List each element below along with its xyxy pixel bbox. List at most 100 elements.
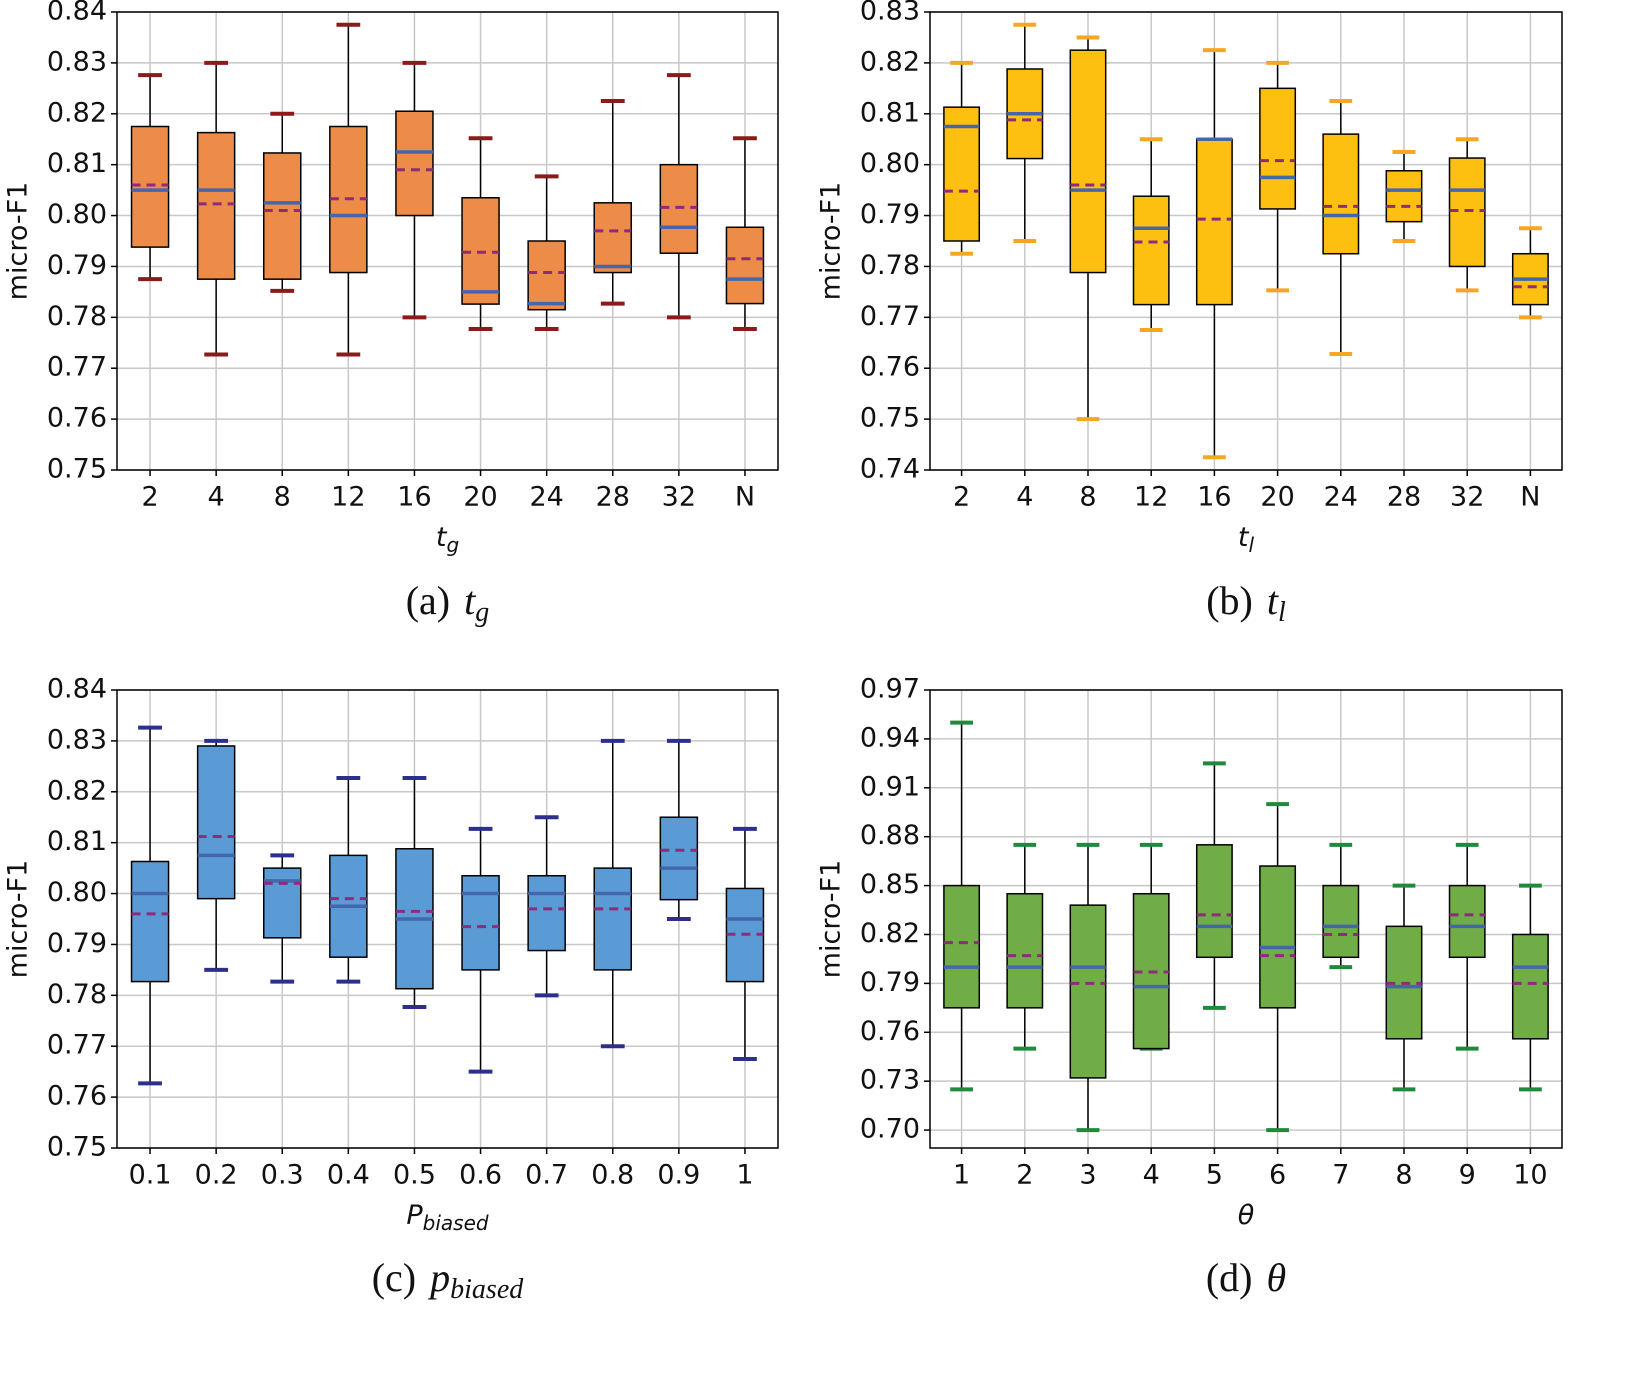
x-axis-label: θ	[1238, 1200, 1255, 1231]
x-axis-label-text: P	[406, 1200, 423, 1231]
x-tick-label: 2	[953, 482, 970, 513]
plot-frame	[929, 689, 1563, 1149]
caption-label: (c)	[372, 1255, 416, 1300]
x-tick-label: 9	[1459, 1160, 1476, 1191]
x-tick-label: 8	[1079, 482, 1096, 513]
x-axis-label: Pbiased	[406, 1200, 489, 1235]
box	[943, 106, 981, 242]
x-tick-label: 6	[1269, 1160, 1286, 1191]
box	[1448, 157, 1486, 268]
x-axis-label-text: t	[1238, 522, 1250, 553]
y-tick-label: 0.73	[860, 1065, 920, 1096]
box	[1511, 933, 1549, 1040]
y-tick-label: 0.76	[47, 1081, 107, 1112]
x-tick-label: 0.7	[525, 1160, 568, 1191]
box	[593, 867, 633, 971]
box	[1448, 884, 1486, 959]
y-tick-label: 0.83	[47, 724, 107, 755]
x-tick-label: 0.8	[591, 1160, 634, 1191]
x-tick-label: 7	[1332, 1160, 1349, 1191]
caption: (d) θ	[1206, 1255, 1286, 1300]
y-tick-label: 0.77	[47, 1030, 107, 1061]
box	[1132, 195, 1170, 306]
x-tick-label: 8	[274, 482, 291, 513]
x-tick-label: 0.1	[129, 1160, 172, 1191]
y-tick-label: 0.74	[860, 454, 920, 485]
x-tick-label: 8	[1395, 1160, 1412, 1191]
plot-frame	[116, 689, 779, 1149]
box	[943, 884, 981, 1009]
x-tick-label: 5	[1206, 1160, 1223, 1191]
x-tick-label: 28	[596, 482, 630, 513]
y-tick-label: 0.70	[860, 1114, 920, 1145]
caption-sub: l	[1278, 597, 1286, 628]
x-tick-label: 16	[397, 482, 431, 513]
y-tick-label: 0.83	[860, 0, 920, 27]
box	[461, 874, 500, 971]
x-tick-label: 24	[1324, 482, 1358, 513]
x-tick-label: 1	[953, 1160, 970, 1191]
y-tick-label: 0.80	[47, 877, 107, 908]
y-tick-label: 0.78	[860, 250, 920, 281]
box	[395, 110, 434, 217]
x-tick-label: 0.3	[261, 1160, 304, 1191]
x-tick-label: 4	[208, 482, 225, 513]
plot-frame	[929, 11, 1563, 471]
y-tick-label: 0.80	[860, 148, 920, 179]
caption-symbol: θ	[1266, 1255, 1286, 1300]
y-tick-label: 0.84	[47, 0, 107, 27]
y-tick-label: 0.88	[860, 820, 920, 851]
y-tick-label: 0.84	[47, 674, 107, 705]
x-tick-label: 12	[331, 482, 365, 513]
x-tick-label: N	[735, 482, 755, 513]
y-tick-label: 0.77	[47, 352, 107, 383]
y-tick-label: 0.75	[47, 454, 107, 485]
y-tick-label: 0.97	[860, 674, 920, 705]
y-tick-label: 0.76	[860, 352, 920, 383]
y-tick-label: 0.77	[860, 301, 920, 332]
x-tick-label: 2	[141, 482, 158, 513]
x-tick-label: 4	[1016, 482, 1033, 513]
x-tick-label: 3	[1079, 1160, 1096, 1191]
box	[1322, 884, 1360, 959]
y-axis-label: micro-F1	[3, 182, 34, 301]
x-tick-label: 32	[1450, 482, 1484, 513]
caption-symbol: t	[1267, 578, 1279, 623]
box	[130, 860, 170, 983]
x-tick-label: 0.9	[657, 1160, 700, 1191]
x-tick-label: 20	[1260, 482, 1294, 513]
x-tick-label: 4	[1143, 1160, 1160, 1191]
caption: (b) tl	[1206, 578, 1286, 628]
y-tick-label: 0.83	[47, 46, 107, 77]
y-tick-label: 0.78	[47, 979, 107, 1010]
x-axis-label-text: t	[436, 522, 448, 553]
y-tick-label: 0.79	[47, 928, 107, 959]
x-tick-label: 28	[1387, 482, 1421, 513]
box	[593, 202, 633, 274]
box	[130, 125, 170, 248]
y-tick-label: 0.81	[47, 826, 107, 857]
x-axis-label: tg	[436, 522, 459, 557]
x-tick-label: 2	[1016, 1160, 1033, 1191]
x-axis-label-sub: l	[1249, 533, 1255, 557]
box	[725, 226, 765, 305]
box	[196, 745, 236, 900]
y-tick-label: 0.94	[860, 722, 920, 753]
x-tick-label: N	[1520, 482, 1540, 513]
y-tick-label: 0.79	[860, 967, 920, 998]
box	[262, 867, 302, 939]
plot-frame	[116, 11, 779, 471]
x-tick-label: 24	[529, 482, 563, 513]
y-axis-label: micro-F1	[3, 860, 34, 979]
box	[196, 131, 236, 280]
x-axis-label-sub: g	[446, 533, 459, 557]
y-tick-label: 0.75	[47, 1132, 107, 1163]
box	[1069, 49, 1107, 274]
caption: (a) tg	[406, 578, 490, 628]
x-tick-label: 12	[1134, 482, 1168, 513]
y-tick-label: 0.78	[47, 301, 107, 332]
box	[659, 163, 699, 254]
y-tick-label: 0.82	[47, 97, 107, 128]
y-tick-label: 0.82	[860, 918, 920, 949]
